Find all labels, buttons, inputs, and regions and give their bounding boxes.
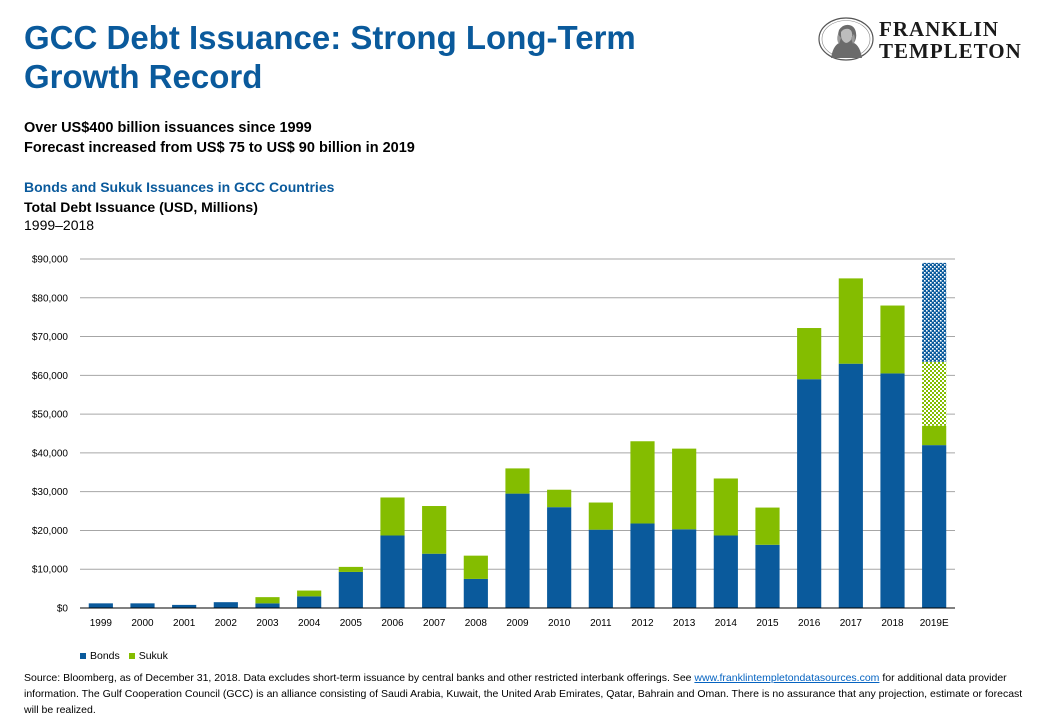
- x-tick-label: 2013: [673, 618, 696, 629]
- chart-bars: [88, 262, 947, 608]
- bar-bonds-2017: [838, 363, 863, 608]
- x-tick-label: 2014: [715, 618, 738, 629]
- y-tick-label: $80,000: [32, 293, 69, 304]
- bar-sukuk-2018: [880, 305, 905, 374]
- y-tick-label: $60,000: [32, 371, 69, 382]
- x-tick-label: 2003: [256, 618, 279, 629]
- bar-sukuk-2011: [588, 502, 613, 530]
- bar-bonds-2006: [380, 535, 405, 608]
- chart-period: 1999–2018: [24, 217, 95, 233]
- x-tick-label: 2000: [131, 618, 154, 629]
- bar-bonds-2005: [338, 571, 363, 608]
- x-tick-label: 2001: [173, 618, 196, 629]
- bar-sukuk-2004: [297, 590, 322, 597]
- y-axis: $0 $10,000 $20,000 $30,000 $40,000 $50,000 $60…: [32, 255, 69, 615]
- bar-bonds-2007: [422, 553, 447, 608]
- bar-bonds-2003: [255, 603, 280, 608]
- subtitle-line-1: Over US$400 billion issuances since 1999: [24, 120, 312, 136]
- page-title: GCC Debt Issuance: Strong Long-Term Grow…: [24, 19, 636, 95]
- x-tick-label: 2005: [340, 618, 363, 629]
- chart-legend: Bonds Sukuk: [80, 650, 174, 662]
- bar-bonds-2008: [463, 578, 488, 608]
- y-tick-label: $10,000: [32, 565, 69, 576]
- bar-sukuk-2005: [338, 566, 363, 572]
- bar-bonds-2018: [880, 373, 905, 608]
- stacked-bar-chart: $0 $10,000 $20,000 $30,000 $40,000 $50,000 $60…: [32, 255, 955, 629]
- y-tick-label: $90,000: [32, 255, 69, 266]
- bar-bonds-2011: [588, 529, 613, 608]
- footnote-text-before: Source: Bloomberg, as of December 31, 20…: [24, 672, 695, 684]
- bar-sukuk-2010: [547, 489, 572, 508]
- bar-sukuk-2012: [630, 441, 655, 524]
- x-tick-label: 1999: [90, 618, 113, 629]
- legend-swatch-sukuk: [128, 653, 135, 660]
- legend-item-bonds: Bonds: [80, 650, 123, 662]
- y-tick-label: $50,000: [32, 410, 69, 421]
- x-tick-label: 2010: [548, 618, 571, 629]
- bar-sukuk-2015: [755, 507, 780, 545]
- bar-bonds-2010: [547, 507, 572, 608]
- x-tick-label: 2002: [215, 618, 238, 629]
- chart-subtitle: Total Debt Issuance (USD, Millions): [24, 199, 258, 215]
- bar-sukuk-2006: [380, 497, 405, 536]
- source-footnote: Source: Bloomberg, as of December 31, 20…: [24, 670, 1029, 718]
- bar-bonds-2015: [755, 544, 780, 608]
- y-tick-label: $70,000: [32, 332, 69, 343]
- x-tick-label: 2012: [631, 618, 654, 629]
- y-tick-label: $0: [57, 604, 69, 615]
- y-tick-label: $40,000: [32, 448, 69, 459]
- bar-sukuk-2019E: [922, 425, 947, 446]
- legend-label-bonds: Bonds: [90, 650, 120, 662]
- bar-bonds-2016: [797, 379, 822, 608]
- y-tick-label: $30,000: [32, 487, 69, 498]
- x-tick-label: 2009: [506, 618, 529, 629]
- bar-bonds-2012: [630, 523, 655, 608]
- chart-title: Bonds and Sukuk Issuances in GCC Countri…: [24, 179, 335, 195]
- bar-bonds-2009: [505, 493, 530, 608]
- bar-bonds-2013: [672, 529, 697, 608]
- x-tick-label: 2016: [798, 618, 821, 629]
- bar-sukuk-forecast-2019E: [922, 361, 947, 426]
- data-sources-link[interactable]: www.franklintempletondatasources.com: [694, 672, 880, 684]
- subtitle: Over US$400 billion issuances since 1999…: [24, 118, 415, 158]
- x-tick-label: 2011: [590, 618, 612, 629]
- bar-sukuk-2016: [797, 328, 822, 380]
- bar-bonds-forecast-2019E: [922, 262, 947, 362]
- x-tick-label: 2019E: [920, 618, 949, 629]
- x-tick-label: 2008: [465, 618, 488, 629]
- franklin-portrait-icon: [818, 17, 874, 61]
- subtitle-line-2: Forecast increased from US$ 75 to US$ 90…: [24, 140, 415, 156]
- logo-line-1: FRANKLIN: [879, 17, 1000, 41]
- x-tick-label: 2004: [298, 618, 321, 629]
- x-tick-label: 2006: [381, 618, 404, 629]
- bar-sukuk-2014: [713, 478, 738, 536]
- franklin-templeton-logo: FRANKLIN TEMPLETON: [817, 16, 1039, 64]
- bar-bonds-1999: [88, 603, 113, 608]
- legend-swatch-bonds: [80, 653, 86, 660]
- x-axis: 1999 2000 2001 2002 2003 2004 2005 2006 2007 2008…: [90, 618, 949, 629]
- x-tick-label: 2017: [840, 618, 863, 629]
- bar-sukuk-2009: [505, 468, 530, 494]
- bar-sukuk-2007: [422, 506, 447, 554]
- bar-sukuk-2013: [672, 448, 697, 530]
- bar-sukuk-2017: [838, 278, 863, 364]
- legend-label-sukuk: Sukuk: [138, 650, 168, 662]
- legend-item-sukuk: Sukuk: [128, 650, 168, 662]
- bar-bonds-2001: [172, 604, 197, 608]
- bar-sukuk-2008: [463, 555, 488, 579]
- bar-bonds-2000: [130, 603, 155, 608]
- logo-line-2: TEMPLETON: [879, 39, 1022, 63]
- y-tick-label: $20,000: [32, 526, 69, 537]
- bar-bonds-2004: [297, 596, 322, 608]
- x-tick-label: 2007: [423, 618, 446, 629]
- bar-bonds-2014: [713, 535, 738, 608]
- bar-bonds-2019E: [922, 445, 947, 608]
- bar-sukuk-2003: [255, 597, 280, 604]
- x-tick-label: 2018: [881, 618, 904, 629]
- x-tick-label: 2015: [756, 618, 779, 629]
- bar-bonds-2002: [213, 602, 238, 608]
- footnote-text-after: for additional data provider information…: [24, 672, 1023, 716]
